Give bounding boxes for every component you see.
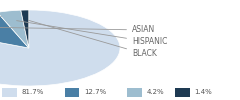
Text: 81.7%: 81.7% (22, 88, 44, 94)
Wedge shape (0, 10, 120, 86)
Wedge shape (0, 12, 29, 48)
Bar (2, 88, 17, 96)
Text: 1.4%: 1.4% (194, 88, 212, 94)
Text: 4.2%: 4.2% (146, 88, 164, 94)
Bar (65, 88, 79, 96)
Text: 12.7%: 12.7% (84, 88, 106, 94)
Bar (127, 88, 142, 96)
Wedge shape (21, 10, 29, 48)
Wedge shape (0, 10, 29, 48)
Text: BLACK: BLACK (29, 20, 157, 58)
Text: ASIAN: ASIAN (0, 26, 155, 34)
Text: WHITE: WHITE (0, 12, 1, 20)
Bar (175, 88, 190, 96)
Text: HISPANIC: HISPANIC (17, 21, 167, 46)
